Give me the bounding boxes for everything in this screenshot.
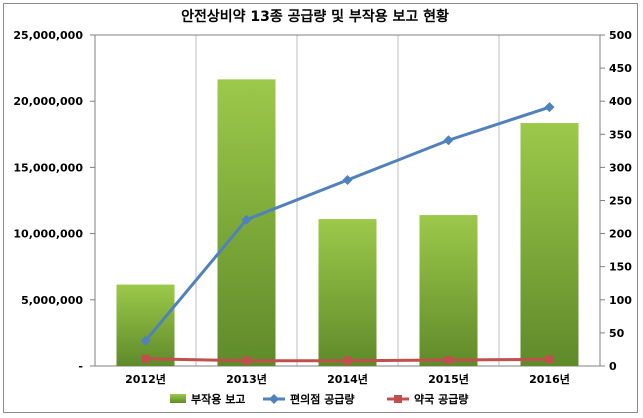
y-right-tick-label: 300 (609, 161, 632, 174)
x-tick-label: 2014년 (327, 372, 368, 386)
y-right-tick-label: 150 (609, 261, 632, 274)
legend-label: 부작용 보고 (191, 392, 245, 406)
data-point-diamond (544, 102, 555, 113)
legend-marker-square (394, 395, 402, 403)
y-right-tick-label: 250 (609, 195, 632, 208)
y-right-tick-label: 200 (609, 228, 632, 241)
legend-swatch-bar (170, 394, 186, 403)
y-left-tick-label: 10,000,000 (13, 228, 83, 241)
y-left-tick-label: 25,000,000 (13, 29, 83, 42)
x-tick-label: 2015년 (428, 372, 469, 386)
y-left-tick-label: - (78, 360, 83, 373)
legend-marker-diamond (269, 394, 279, 404)
y-right-tick-label: 400 (609, 95, 632, 108)
data-point-square (343, 356, 352, 365)
data-point-square (141, 354, 150, 363)
bar (419, 215, 478, 366)
y-left-tick-label: 20,000,000 (13, 95, 83, 108)
legend-label: 편의점 공급량 (290, 392, 355, 406)
x-tick-label: 2016년 (529, 372, 570, 386)
x-tick-label: 2012년 (125, 372, 166, 386)
data-point-square (242, 356, 251, 365)
data-point-diamond (342, 174, 353, 185)
data-point-diamond (140, 335, 151, 346)
chart-title: 안전상비약 13종 공급량 및 부작용 보고 현황 (181, 8, 449, 25)
data-point-square (444, 356, 453, 365)
legend: 부작용 보고 편의점 공급량 약국 공급량 (170, 392, 468, 406)
y-right-tick-label: 450 (609, 62, 632, 75)
bar (520, 123, 579, 367)
y-right-tick-label: 50 (609, 327, 625, 340)
y-left-tick-label: 15,000,000 (13, 161, 83, 174)
bar (116, 284, 175, 366)
data-point-diamond (443, 135, 454, 146)
x-tick-label: 2013년 (226, 372, 267, 386)
legend-label: 약국 공급량 (414, 392, 468, 406)
y-right-tick-label: 0 (609, 360, 617, 373)
bar (318, 219, 377, 366)
y-right-tick-label: 500 (609, 29, 632, 42)
y-left-tick-label: 5,000,000 (21, 294, 83, 307)
plot-area: - 5,000,000 10,000,000 15,000,000 20,000,000… (13, 29, 632, 386)
y-right-tick-label: 350 (609, 128, 632, 141)
data-point-square (545, 355, 554, 364)
data-point-diamond (241, 214, 252, 225)
y-right-tick-label: 100 (609, 294, 632, 307)
